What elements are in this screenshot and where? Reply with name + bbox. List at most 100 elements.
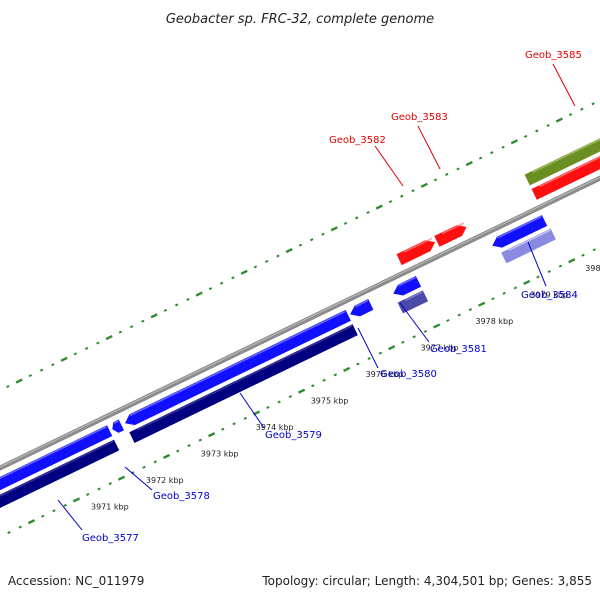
inner-dotted-mark: [378, 351, 383, 355]
gene-geob-3581-lower-highlight: [405, 291, 423, 301]
inner-dotted-mark: [478, 301, 486, 307]
outer-dotted-mark: [535, 129, 539, 133]
gene-label-geob-3581: Geob_3581: [430, 344, 487, 355]
gene-geob-3585-rna: [524, 138, 600, 186]
backbone-line: [0, 175, 600, 471]
inner-dotted-mark: [367, 357, 371, 361]
inner-dotted-mark: [536, 275, 540, 279]
tick-label: 3971 kbp: [91, 503, 129, 512]
inner-dotted-mark: [108, 482, 112, 486]
inner-dotted-mark: [568, 258, 576, 264]
tick-label: 3980 kbp: [585, 264, 600, 273]
outer-dotted-mark: [141, 319, 145, 323]
gene-features: [0, 138, 600, 508]
inner-dotted-mark: [343, 366, 351, 372]
gene-label-geob-3580: Geob_3580: [380, 369, 437, 380]
outer-dotted-mark: [523, 134, 528, 138]
gene-geob-3579-small-highlight: [113, 420, 119, 424]
tick-label: 3973 kbp: [201, 450, 239, 459]
inner-dotted-mark: [388, 345, 396, 351]
inner-dotted-mark: [52, 509, 56, 513]
leader-line-geob-3578: [124, 466, 153, 491]
outer-dotted-mark: [411, 189, 415, 193]
tick-label: 3978 kbp: [476, 317, 514, 326]
leader-line-geob-3585: [552, 63, 576, 107]
gene-label-geob-3578: Geob_3578: [153, 491, 210, 502]
gene-label-geob-3582: Geob_3582: [329, 135, 386, 146]
gene-label-geob-3579: Geob_3579: [265, 430, 322, 441]
inner-dotted-mark: [523, 279, 531, 285]
inner-dotted-mark: [288, 395, 293, 399]
inner-dotted-mark: [97, 487, 101, 491]
outer-dotted-mark: [330, 226, 338, 232]
outer-dotted-mark: [39, 368, 44, 372]
inner-dotted-mark: [457, 313, 461, 317]
outer-dotted-mark: [118, 330, 123, 334]
outer-dotted-mark: [219, 281, 224, 285]
gene-geob-3581-highlight: [398, 276, 416, 287]
leader-line-geob-3584: [527, 241, 547, 287]
inner-dotted-mark: [7, 531, 11, 535]
gene-geob-3584: [492, 215, 548, 248]
gene-geob-3578-highlight: [0, 426, 107, 480]
gene-geob-3577: [0, 439, 120, 508]
leader-line-geob-3577: [57, 499, 83, 531]
gene-geob-3579: [124, 309, 351, 426]
inner-dotted-mark: [558, 264, 563, 268]
gene-geob-3585-highlight: [538, 156, 600, 188]
outer-dotted-mark: [366, 210, 370, 215]
inner-dotted-mark: [266, 405, 270, 409]
inner-dotted-mark: [63, 503, 67, 507]
gene-geob-3582: [396, 240, 436, 266]
gene-geob-3581: [393, 276, 422, 296]
inner-dotted-mark: [298, 388, 306, 394]
outer-dotted-mark: [445, 172, 449, 176]
accession-text: Accession: NC_011979: [8, 574, 144, 588]
outer-dotted-mark: [231, 276, 235, 280]
inner-dotted-mark: [41, 514, 45, 518]
outer-dotted-mark: [355, 216, 359, 220]
backbone-highlight: [0, 176, 600, 468]
outer-dotted-mark: [501, 145, 505, 149]
outer-dotted-mark: [420, 182, 428, 188]
inner-dotted-mark: [176, 449, 180, 453]
outer-dotted-mark: [490, 151, 494, 155]
inner-dotted-mark: [491, 297, 495, 301]
outer-dotted-mark: [310, 238, 314, 242]
inner-dotted-mark: [468, 308, 473, 312]
gene-geob-3579-highlight: [129, 310, 346, 417]
gene-label-geob-3583: Geob_3583: [391, 112, 448, 123]
inner-dotted-mark: [446, 318, 450, 322]
outer-dotted-mark: [546, 123, 550, 128]
outer-dotted-mark: [253, 265, 258, 269]
outer-dotted-mark: [433, 178, 438, 182]
inner-dotted-mark: [117, 475, 126, 481]
outer-dotted-mark: [285, 247, 293, 254]
outer-dotted-mark: [555, 117, 563, 123]
outer-dotted-mark: [456, 167, 460, 171]
inner-dotted-mark: [502, 291, 506, 295]
inner-dotted-mark: [322, 378, 326, 382]
tick-label: 3974 kbp: [256, 423, 294, 432]
gene-geob-3579-lower: [129, 324, 358, 443]
outer-dotted-mark: [174, 303, 179, 307]
outer-dotted-mark: [84, 346, 89, 350]
inner-dotted-mark: [592, 248, 596, 252]
gene-geob-3584-lower: [501, 228, 556, 264]
outer-dotted-mark: [186, 297, 190, 301]
outer-dotted-mark: [375, 204, 383, 210]
gene-labels: Geob_3577 Geob_3578 Geob_3579 Geob_3580 Geob…: [57, 50, 582, 544]
tick-label: 3972 kbp: [146, 476, 184, 485]
gene-geob-3582-highlight: [403, 237, 433, 253]
outer-dotted-mark: [163, 308, 168, 312]
outer-dotted-mark: [298, 243, 303, 247]
leader-line-geob-3580: [357, 327, 379, 369]
genome-backbone: [0, 175, 600, 471]
inner-dotted-mark: [581, 253, 585, 257]
inner-dotted-mark: [277, 400, 281, 404]
inner-dotted-mark: [423, 329, 428, 333]
inner-dotted-mark: [356, 362, 360, 366]
outer-dotted-mark: [28, 374, 33, 378]
gene-geob-3583-highlight: [441, 222, 464, 235]
